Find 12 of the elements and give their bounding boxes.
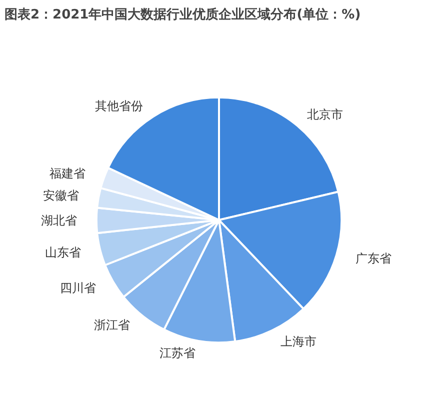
slice-label: 安徽省 <box>43 188 80 203</box>
slice-label: 浙江省 <box>94 318 130 332</box>
slice-label: 其他省份 <box>94 99 143 114</box>
slice-label: 北京市 <box>307 107 344 122</box>
chart-title: 图表2：2021年中国大数据行业优质企业区域分布(单位：%) <box>4 6 361 22</box>
slice-label: 广东省 <box>355 251 392 266</box>
slice-label: 江苏省 <box>159 346 196 360</box>
slice-label: 四川省 <box>60 280 96 295</box>
slice-label: 湖北省 <box>40 213 77 228</box>
slice-label: 山东省 <box>44 245 81 260</box>
slice-label: 福建省 <box>50 166 86 181</box>
slice-label: 上海市 <box>280 334 316 349</box>
